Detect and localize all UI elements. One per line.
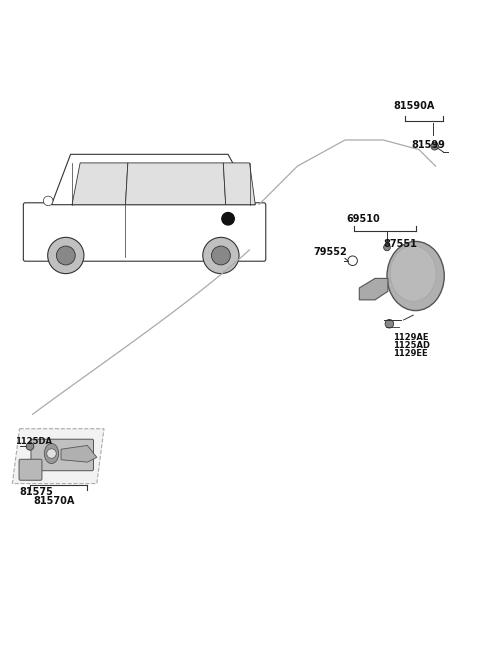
FancyBboxPatch shape (19, 459, 42, 480)
Circle shape (26, 443, 34, 450)
Circle shape (431, 143, 439, 150)
Text: 1125DA: 1125DA (15, 438, 52, 446)
Circle shape (384, 244, 390, 251)
Polygon shape (12, 429, 104, 484)
Text: 1125AD: 1125AD (393, 341, 430, 350)
Circle shape (48, 237, 84, 273)
Text: 81599: 81599 (411, 140, 445, 150)
Circle shape (56, 246, 75, 265)
Circle shape (43, 196, 53, 206)
Text: 1129EE: 1129EE (393, 349, 427, 357)
Polygon shape (360, 279, 388, 300)
Text: 1129AE: 1129AE (393, 333, 428, 342)
Circle shape (348, 256, 358, 265)
Ellipse shape (387, 241, 444, 311)
Text: 69510: 69510 (346, 214, 380, 223)
Circle shape (212, 246, 230, 265)
Ellipse shape (390, 246, 436, 302)
Circle shape (47, 449, 56, 459)
FancyBboxPatch shape (24, 203, 266, 261)
Ellipse shape (44, 443, 59, 464)
Circle shape (385, 319, 394, 328)
Polygon shape (223, 163, 255, 205)
Text: 81575: 81575 (20, 487, 53, 497)
Polygon shape (51, 154, 255, 205)
Text: 81570A: 81570A (34, 497, 75, 507)
Circle shape (203, 237, 239, 273)
Polygon shape (72, 163, 128, 205)
Text: 87551: 87551 (383, 238, 417, 249)
Text: 79552: 79552 (314, 247, 348, 257)
Polygon shape (125, 163, 226, 205)
FancyBboxPatch shape (31, 440, 94, 470)
Circle shape (222, 212, 234, 225)
Text: 81590A: 81590A (394, 101, 435, 112)
Polygon shape (61, 445, 97, 462)
